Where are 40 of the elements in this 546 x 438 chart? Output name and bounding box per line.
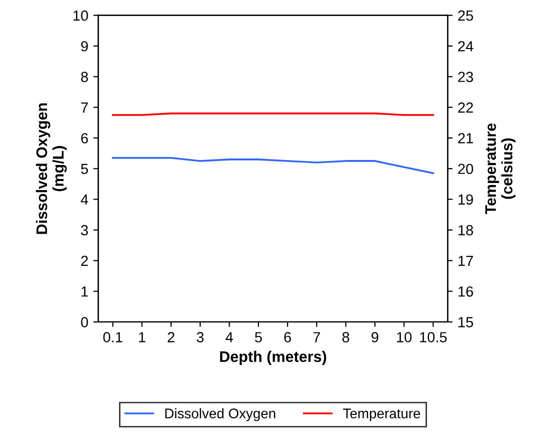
y-tick-label: 7 [81,102,88,113]
x-tick-label: 6 [284,332,291,342]
y2-tick-label: 24 [458,41,474,52]
y2-tick-label: 15 [458,317,474,328]
line-series [112,156,434,174]
y-tick-label: 9 [81,41,88,52]
y2-tick-label: 20 [458,164,474,174]
y2-tick-label: 21 [458,133,473,144]
y-tick-label: 4 [80,194,88,205]
x-tick-label: 4 [226,332,233,342]
y-tick-label: 0 [81,317,88,328]
y2-axis-title: Temperature (celsius) [485,123,516,214]
y2-tick-label: 25 [458,10,474,21]
y-tick-label: 2 [81,256,88,266]
y-tick-label: 3 [81,225,88,236]
y-tick-label: 8 [81,72,88,82]
x-tick-label: 5 [254,332,262,342]
y-tick-label: 10 [73,10,88,21]
x-tick-label: 1 [139,332,146,342]
legend-label: Temperature [343,408,420,422]
y2-tick-label: 18 [458,225,474,236]
y-axis-title: Dissolved Oxygen (mg/L) [36,103,67,234]
y-tick-label: 5 [81,164,88,174]
x-tick-label: 0.1 [103,332,122,342]
x-tick-label: 3 [196,332,204,342]
legend-label: Dissolved Oxygen [165,408,276,422]
y-tick-label: 6 [81,133,88,144]
y2-tick-label: 23 [458,72,474,82]
x-tick-label: 10.5 [420,332,447,342]
x-tick-label: 2 [168,332,174,342]
y2-tick-label: 16 [458,286,474,297]
y2-tick-label: 19 [458,194,473,205]
x-tick-label: 8 [342,332,350,342]
y2-tick-label: 17 [458,256,473,266]
x-axis-title: Depth (meters) [220,350,326,366]
x-tick-label: 7 [313,332,320,342]
x-tick-label: 9 [372,332,378,342]
y2-tick-label: 22 [458,102,473,113]
y-tick-label: 1 [82,286,88,297]
x-tick-label: 10 [397,332,412,342]
